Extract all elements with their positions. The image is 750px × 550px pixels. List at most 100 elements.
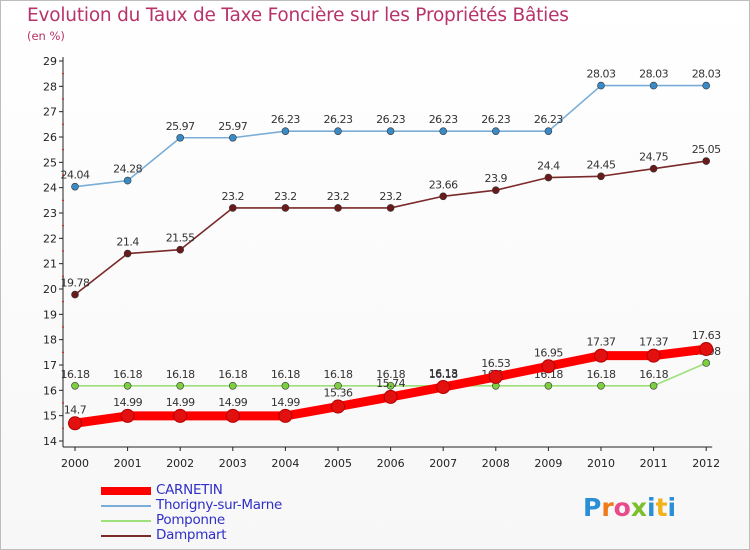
y-tick-label: 23 <box>43 207 57 220</box>
data-point <box>281 381 290 390</box>
data-point <box>71 290 79 299</box>
x-tick-label: 2003 <box>219 457 247 470</box>
legend-label: Thorigny-sur-Marne <box>156 497 282 513</box>
data-point <box>702 81 711 90</box>
data-label: 19.78 <box>61 277 90 290</box>
data-label: 23.2 <box>327 190 350 203</box>
data-label: 15.74 <box>376 377 405 390</box>
data-label: 23.9 <box>485 172 508 185</box>
data-label: 23.2 <box>379 190 402 203</box>
series-line-dampmart <box>74 160 708 296</box>
data-point <box>649 81 658 90</box>
y-tick-label: 20 <box>43 283 57 296</box>
data-label: 26.23 <box>324 113 353 126</box>
x-tick-label: 2005 <box>324 457 352 470</box>
x-tick-label: 2004 <box>271 457 299 470</box>
x-tick-label: 2009 <box>534 457 562 470</box>
data-label: 14.99 <box>218 396 247 409</box>
legend-label: Pomponne <box>156 512 225 528</box>
x-tick-label: 2000 <box>61 457 89 470</box>
data-point <box>597 81 605 90</box>
data-point <box>278 408 293 423</box>
data-label: 16.53 <box>481 357 510 370</box>
data-label: 17.37 <box>587 336 616 349</box>
data-label: 25.05 <box>692 143 721 156</box>
data-point <box>71 381 79 390</box>
chart-subtitle: (en %) <box>27 29 65 43</box>
data-label: 23.2 <box>222 190 245 203</box>
x-tick-label: 2012 <box>692 457 720 470</box>
data-label: 23.66 <box>429 178 458 191</box>
data-label: 24.45 <box>587 158 616 171</box>
data-label: 26.23 <box>481 113 510 126</box>
data-point <box>123 176 132 185</box>
data-label: 16.13 <box>429 367 458 380</box>
y-tick-label: 28 <box>43 80 57 93</box>
x-tick-label: 2002 <box>166 457 194 470</box>
legend-label: CARNETIN <box>156 482 223 498</box>
y-tick-label: 22 <box>43 232 57 245</box>
data-point <box>491 127 500 135</box>
logo-letter: r <box>601 493 614 522</box>
data-point <box>597 172 605 181</box>
data-point <box>334 127 342 135</box>
data-point <box>229 204 237 212</box>
data-label: 14.99 <box>166 396 195 409</box>
data-point <box>702 359 711 367</box>
logo-letter: x <box>630 493 647 522</box>
data-point <box>173 408 188 423</box>
data-point <box>491 186 500 194</box>
x-tick-label: 2006 <box>377 457 405 470</box>
data-label: 26.23 <box>429 113 458 126</box>
legend-swatch <box>101 535 151 537</box>
legend-swatch <box>101 505 151 507</box>
y-tick-label: 17 <box>43 359 57 372</box>
legend-swatch <box>101 520 151 522</box>
data-label: 16.18 <box>218 368 247 381</box>
y-tick-label: 14 <box>43 435 57 448</box>
y-tick-label: 15 <box>43 410 57 423</box>
x-tick-label: 2008 <box>482 457 510 470</box>
x-tick-label: 2001 <box>114 457 142 470</box>
data-point <box>439 127 448 135</box>
data-point <box>334 381 342 390</box>
data-point <box>649 164 658 173</box>
data-label: 16.18 <box>61 368 90 381</box>
logo-letter: o <box>613 493 631 522</box>
data-label: 28.03 <box>587 68 616 81</box>
data-label: 24.28 <box>113 163 142 176</box>
data-point <box>597 381 605 390</box>
data-point <box>436 380 451 395</box>
x-tick-label: 2007 <box>429 457 457 470</box>
data-label: 16.18 <box>587 368 616 381</box>
data-label: 21.4 <box>116 236 139 249</box>
data-label: 25.97 <box>166 120 195 133</box>
data-label: 16.18 <box>113 368 142 381</box>
data-label: 16.18 <box>429 368 458 381</box>
y-tick-label: 21 <box>43 258 57 271</box>
data-point <box>123 381 132 390</box>
data-point <box>649 381 658 390</box>
data-point <box>68 416 82 431</box>
data-point <box>71 182 79 191</box>
data-point <box>229 381 237 390</box>
data-label: 24.75 <box>639 151 668 164</box>
logo-letter: i <box>647 493 656 522</box>
data-point <box>229 133 237 142</box>
legend-label: Dampmart <box>156 527 227 543</box>
proxiti-logo: Proxiti <box>583 493 676 522</box>
data-label: 14.99 <box>271 396 300 409</box>
data-label: 28.03 <box>692 68 721 81</box>
data-point <box>225 408 240 423</box>
data-label: 16.18 <box>376 368 405 381</box>
y-tick-label: 16 <box>43 384 57 397</box>
x-tick-label: 2011 <box>640 457 668 470</box>
data-label: 15.36 <box>324 387 353 400</box>
data-label: 14.99 <box>113 396 142 409</box>
data-label: 16.18 <box>271 368 300 381</box>
x-tick-label: 2010 <box>587 457 615 470</box>
data-label: 14.7 <box>64 403 87 416</box>
y-tick-label: 25 <box>43 156 57 169</box>
data-label: 23.2 <box>274 190 297 203</box>
